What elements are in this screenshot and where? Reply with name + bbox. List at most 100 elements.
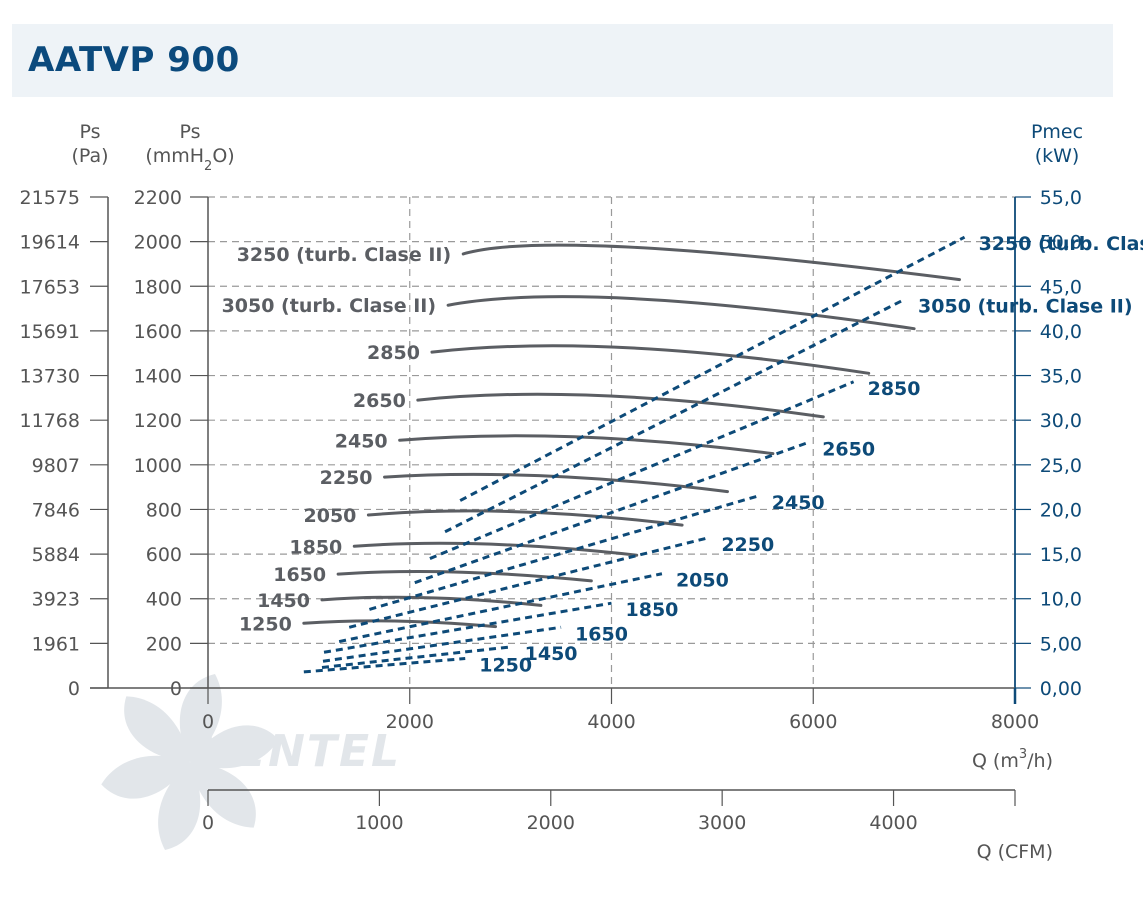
pressure-curve-label: 2450: [335, 430, 388, 452]
power-curve-1850: [323, 601, 612, 654]
power-curve-3250: [459, 235, 966, 502]
pressure-curve-label: 2850: [367, 342, 420, 364]
pa-tick-label: 1961: [32, 633, 80, 655]
q-cfm-tick-label: 1000: [355, 812, 403, 834]
power-curve-1250: [303, 657, 466, 674]
pmec-tick-label: 5,00: [1040, 633, 1082, 655]
pmec-tick-label: 40,0: [1040, 321, 1082, 343]
fan-blade-logo: [101, 674, 279, 850]
power-curve-label: 2850: [868, 378, 921, 400]
mmh2o-tick-label: 1800: [134, 276, 182, 298]
pmec-tick-label: 30,0: [1040, 410, 1082, 432]
q-m3h-tick-label: 6000: [789, 711, 837, 733]
title-bar: AATVP 900: [12, 24, 1113, 97]
mmh2o-tick-label: 800: [146, 499, 182, 521]
power-curve-label: 1850: [626, 599, 679, 621]
mmh2o-tick-label: 2200: [134, 187, 182, 209]
power-curve-label: 2450: [772, 492, 825, 514]
power-curve-2850: [429, 380, 855, 560]
pa-tick-label: 9807: [32, 455, 80, 477]
pmec-tick-label: 55,0: [1040, 187, 1082, 209]
fan-blade-shape: [190, 762, 256, 828]
pressure-curve-1250: [302, 619, 497, 629]
power-curve-label: 1250: [479, 655, 532, 677]
brand-logo-text: VENTEL: [200, 726, 401, 777]
pressure-curve-2850: [430, 344, 871, 375]
pressure-curve-2050: [366, 509, 684, 527]
pressure-curve-3050: [446, 295, 916, 331]
power-curve-label: 3250 (turb. Clase II): [979, 233, 1143, 255]
pa-tick-label: 3923: [32, 589, 80, 611]
pressure-curve-label: 1650: [273, 564, 326, 586]
pa-tick-label: 21575: [20, 187, 80, 209]
brand-watermark: VENTEL: [101, 674, 401, 850]
q-cfm-tick-label: 3000: [698, 812, 746, 834]
fan-blade-shape: [101, 755, 190, 799]
power-curve-2050: [338, 572, 663, 644]
q-cfm-tick-label: 2000: [527, 812, 575, 834]
pmec-tick-label: 50,0: [1040, 232, 1082, 254]
mmh2o-axis-title: Ps: [179, 121, 200, 143]
pressure-curve-1650: [336, 569, 593, 583]
pmec-axis-unit: (kW): [1035, 145, 1080, 167]
mmh2o-tick-label: 0: [170, 678, 182, 700]
mmh2o-tick-label: 1200: [134, 410, 182, 432]
pmec-tick-label: 10,0: [1040, 589, 1082, 611]
pressure-curve-label: 3250 (turb. Clase II): [237, 244, 452, 266]
mmh2o-tick-label: 1400: [134, 366, 182, 388]
pressure-curve-2450: [398, 434, 775, 456]
power-curve-1650: [322, 625, 562, 663]
q-cfm-tick-label: 4000: [869, 812, 917, 834]
pmec-tick-label: 0,00: [1040, 678, 1082, 700]
q-m3h-tick-label: 4000: [587, 711, 635, 733]
mmh2o-tick-label: 200: [146, 633, 182, 655]
power-curve-label: 2650: [822, 439, 875, 461]
pressure-curve-label: 1250: [239, 613, 292, 635]
pa-tick-label: 13730: [20, 366, 80, 388]
power-curve-2650: [414, 441, 809, 585]
power-curve-3050: [444, 298, 905, 534]
pmec-tick-label: 20,0: [1040, 499, 1082, 521]
pressure-curve-2650: [416, 392, 825, 419]
pmec-tick-label: 35,0: [1040, 366, 1082, 388]
pressure-curve-label: 1450: [257, 590, 310, 612]
pmec-tick-label: 25,0: [1040, 455, 1082, 477]
pressure-curve-1450: [320, 595, 543, 607]
pa-axis-title: Ps: [79, 121, 100, 143]
pressure-curve-label: 2650: [353, 390, 406, 412]
pmec-tick-label: 45,0: [1040, 276, 1082, 298]
pa-tick-label: 0: [68, 678, 80, 700]
mmh2o-tick-label: 600: [146, 544, 182, 566]
pa-tick-label: 11768: [20, 410, 80, 432]
pa-tick-label: 19614: [20, 232, 80, 254]
power-curve-label: 2250: [721, 534, 774, 556]
fan-blade-shape: [179, 674, 222, 762]
power-curve-2250: [348, 536, 708, 629]
fan-blade-shape: [190, 725, 279, 769]
q-m3h-tick-label: 8000: [991, 711, 1039, 733]
mmh2o-axis-unit: (mmH2O): [145, 145, 234, 174]
pa-axis-unit: (Pa): [71, 145, 108, 167]
mmh2o-tick-label: 2000: [134, 232, 182, 254]
q-m3h-axis-title: Q (m3/h): [972, 747, 1053, 772]
q-m3h-tick-label: 0: [202, 711, 214, 733]
mmh2o-tick-label: 400: [146, 589, 182, 611]
mmh2o-tick-label: 1000: [134, 455, 182, 477]
power-curve-label: 2050: [676, 570, 729, 592]
power-curve-2450: [368, 494, 759, 611]
pressure-curve-label: 2250: [320, 467, 373, 489]
pressure-curve-3250: [461, 243, 962, 282]
pa-tick-label: 5884: [32, 544, 80, 566]
pa-tick-label: 7846: [32, 499, 80, 521]
pressure-curve-2250: [383, 472, 730, 494]
pa-tick-label: 17653: [20, 276, 80, 298]
chart-title: AATVP 900: [28, 40, 240, 80]
pressure-curve-label: 3050 (turb. Clase II): [222, 295, 437, 317]
power-curve-label: 1650: [575, 623, 628, 645]
pressure-curve-label: 1850: [289, 536, 342, 558]
q-cfm-axis-title: Q (CFM): [977, 841, 1053, 863]
